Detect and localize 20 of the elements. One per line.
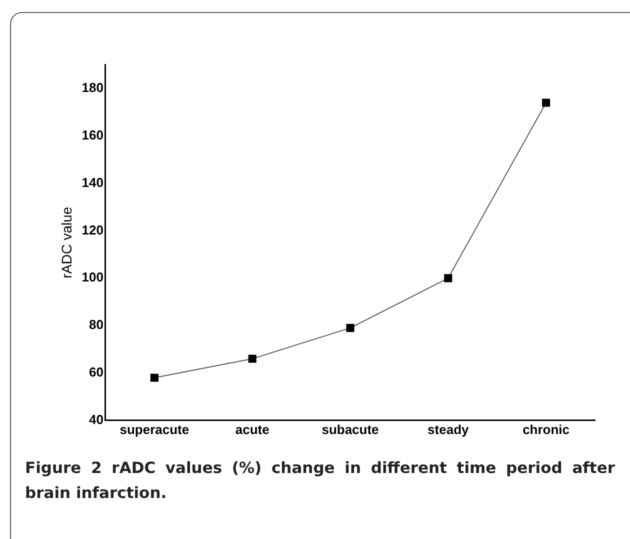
- x-tick-label: steady: [428, 422, 470, 437]
- point: [346, 324, 354, 332]
- x-tick-label: chronic: [522, 422, 570, 437]
- y-tick-label: 120: [82, 222, 104, 238]
- x-tick-label: acute: [235, 422, 270, 437]
- y-axis-title: rADC value: [58, 206, 74, 278]
- y-tick-label: 40: [89, 412, 104, 427]
- text: Figure 2 rADC values (%) change in different time period after brain infarction.: [25, 458, 615, 504]
- x-tick-label: superacute: [120, 422, 190, 437]
- point: [542, 98, 550, 107]
- y-tick-label: 140: [82, 174, 104, 190]
- y-tick-label: 80: [89, 317, 104, 332]
- x-tick-label: subacute: [322, 422, 379, 437]
- y-tick-label: 60: [89, 364, 104, 380]
- point: [444, 274, 452, 282]
- y-tick-label: 160: [82, 128, 104, 142]
- y-tick-label: 100: [82, 270, 104, 285]
- point: [150, 374, 158, 382]
- point: [248, 354, 256, 363]
- y-tick-label: 180: [82, 80, 104, 96]
